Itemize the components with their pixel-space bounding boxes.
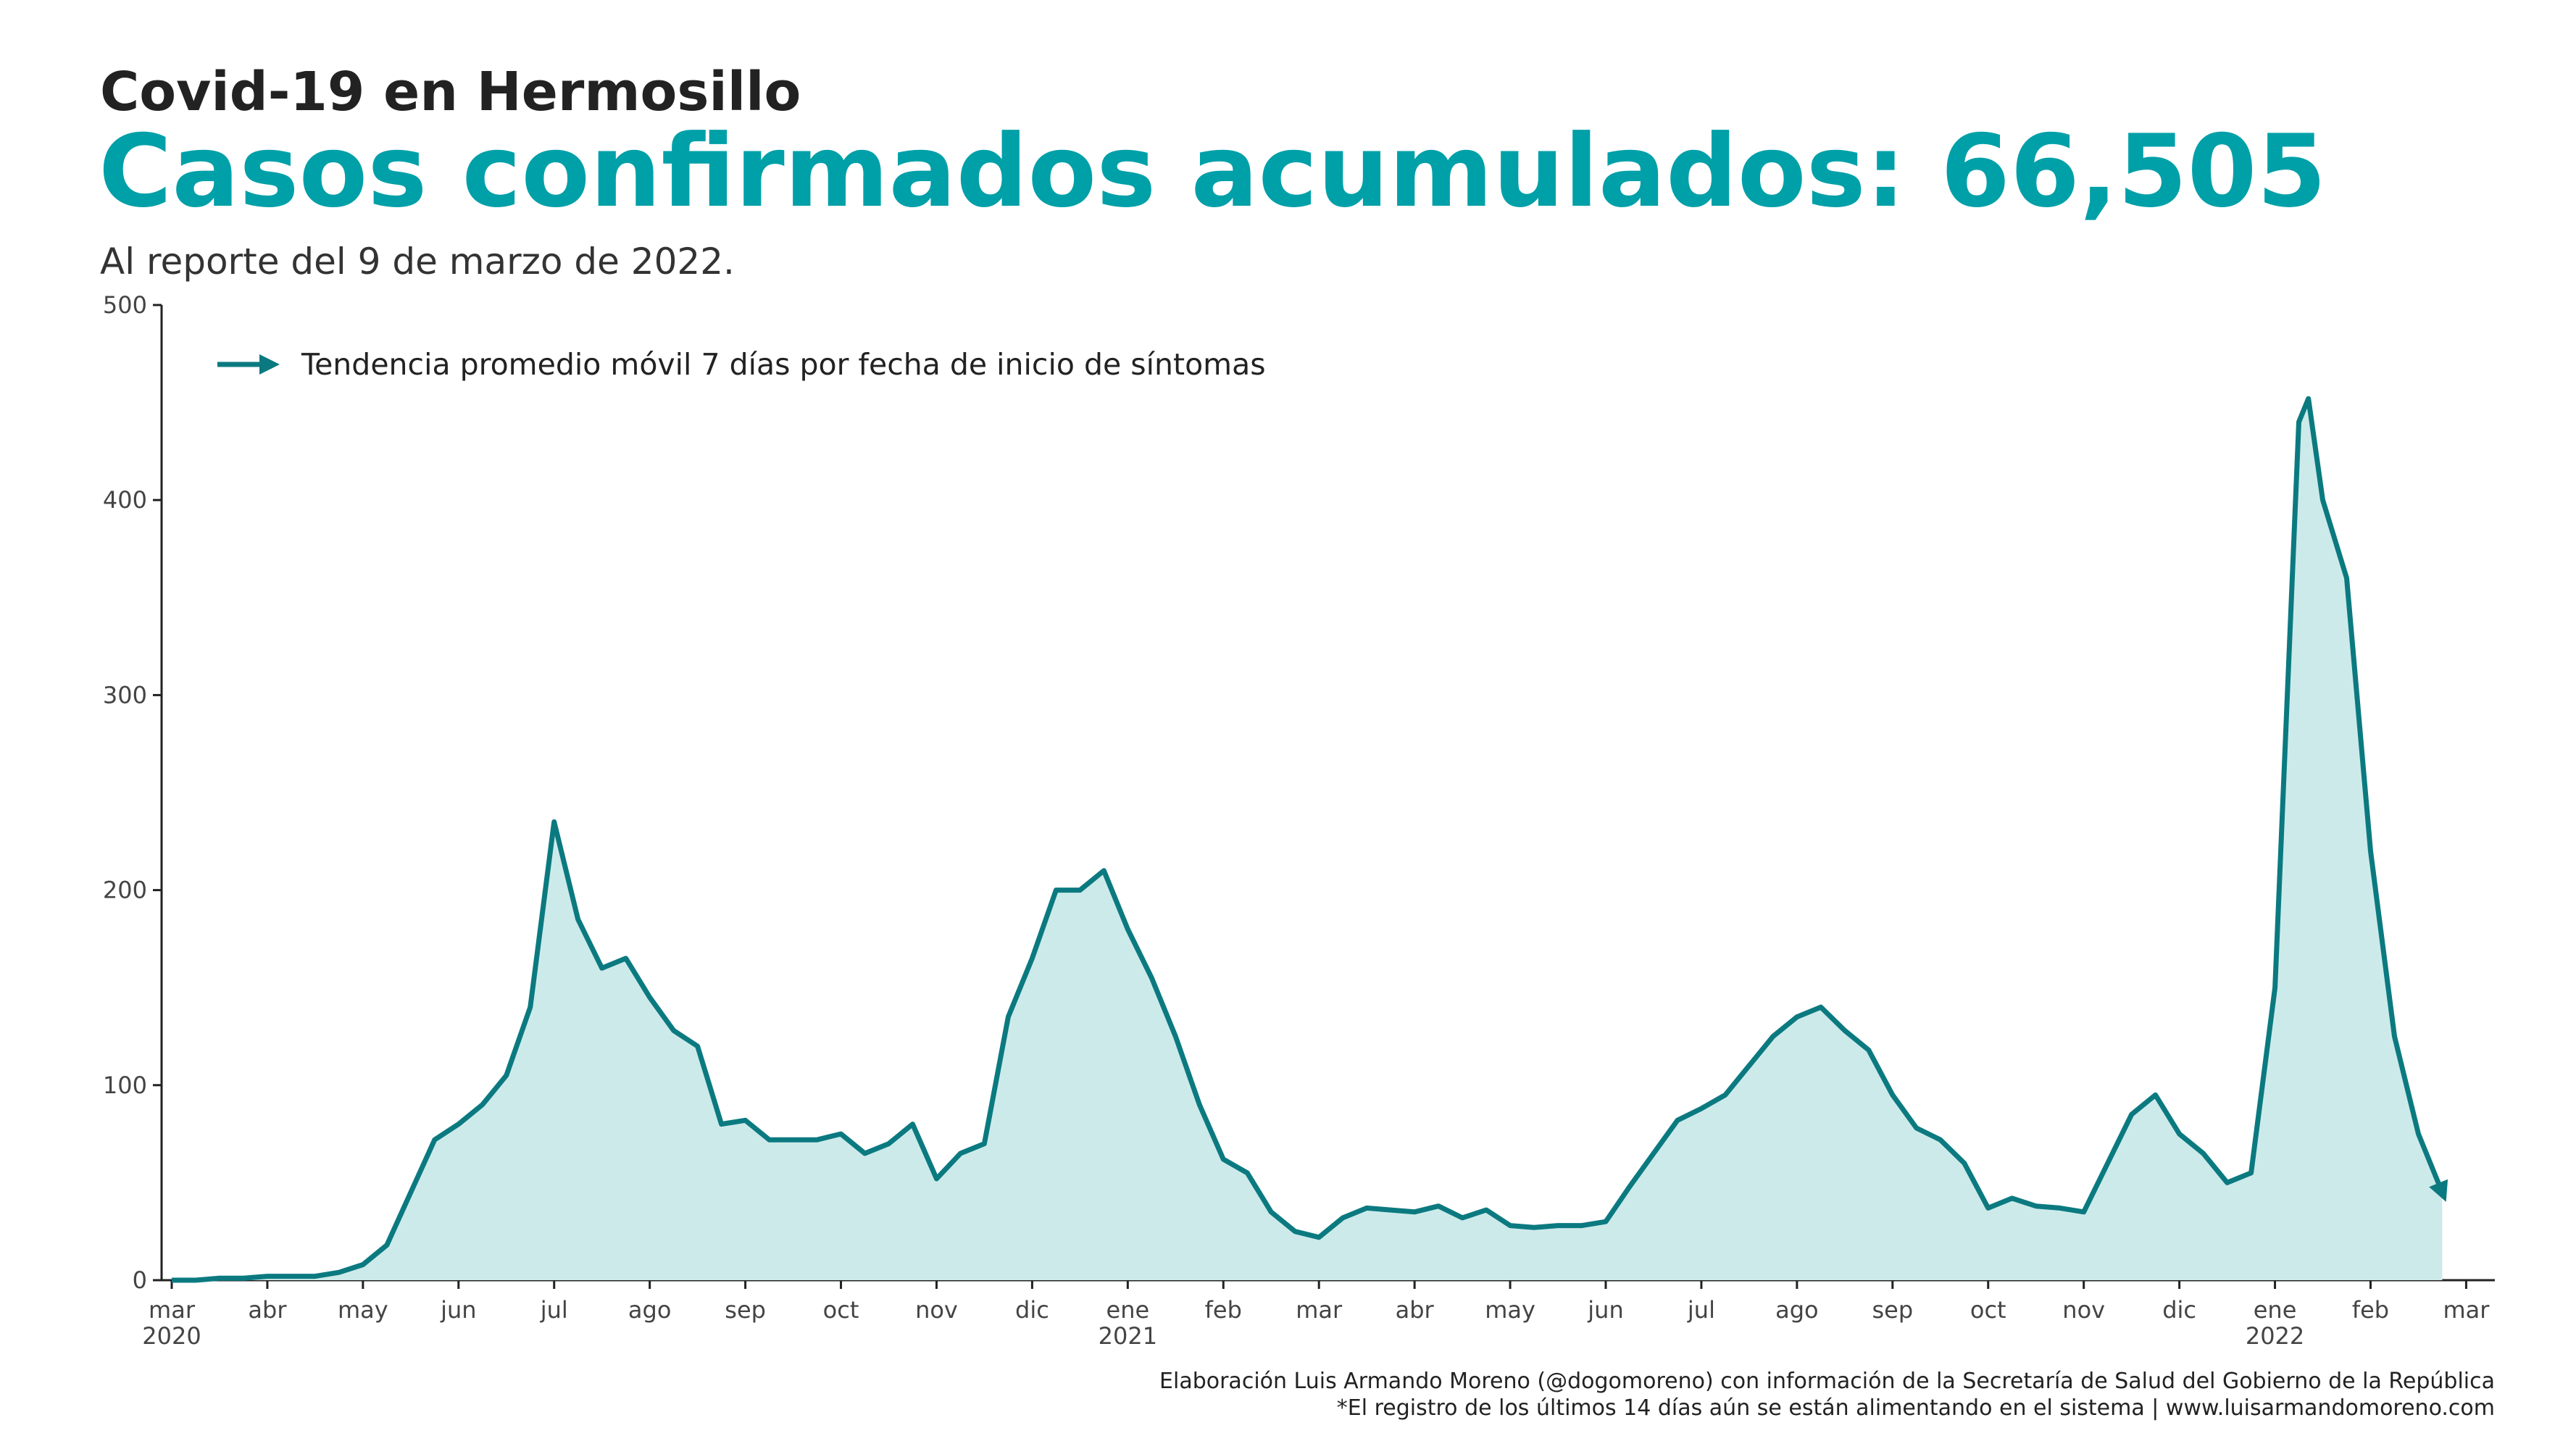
y-tick-label: 100 bbox=[103, 1072, 147, 1099]
x-tick-label: ene bbox=[1106, 1296, 1150, 1324]
x-tick-label: dic bbox=[2162, 1296, 2196, 1324]
y-tick-label: 0 bbox=[133, 1266, 147, 1294]
y-tick-label: 200 bbox=[103, 877, 147, 904]
x-tick-label: sep bbox=[1872, 1296, 1913, 1324]
x-year-label: 2020 bbox=[142, 1322, 201, 1350]
area bbox=[172, 398, 2443, 1281]
caption: Elaboración Luis Armando Moreno (@dogomo… bbox=[1159, 1369, 2495, 1394]
x-tick-label: mar bbox=[2443, 1296, 2490, 1324]
x-tick-label: sep bbox=[725, 1296, 766, 1324]
x-tick-label: ago bbox=[628, 1296, 672, 1324]
x-tick-label: ago bbox=[1775, 1296, 1819, 1324]
x-tick-label: jul bbox=[540, 1296, 568, 1324]
legend-label: Tendencia promedio móvil 7 días por fech… bbox=[301, 347, 1266, 382]
y-tick-label: 500 bbox=[103, 291, 147, 319]
y-tick-label: 400 bbox=[103, 486, 147, 514]
x-tick-label: jun bbox=[1587, 1296, 1623, 1324]
x-tick-label: mar bbox=[149, 1296, 196, 1324]
x-tick-label: feb bbox=[2352, 1296, 2389, 1324]
x-tick-label: may bbox=[1485, 1296, 1535, 1324]
subtitle: Al reporte del 9 de marzo de 2022. bbox=[100, 241, 735, 283]
x-tick-label: feb bbox=[1205, 1296, 1242, 1324]
line bbox=[172, 396, 2448, 1283]
x-tick-label: oct bbox=[1970, 1296, 2006, 1324]
y-tick-label: 300 bbox=[103, 681, 147, 709]
x-tick-label: dic bbox=[1015, 1296, 1049, 1324]
caption: *El registro de los últimos 14 días aún … bbox=[1337, 1395, 2495, 1421]
x-tick-label: ene bbox=[2254, 1296, 2297, 1324]
x-year-label: 2022 bbox=[2246, 1322, 2304, 1350]
x-tick-label: jul bbox=[1687, 1296, 1715, 1324]
x-tick-label: may bbox=[338, 1296, 388, 1324]
x-tick-label: nov bbox=[915, 1296, 958, 1324]
x-tick-label: abr bbox=[1396, 1296, 1435, 1324]
x-tick-label: nov bbox=[2062, 1296, 2105, 1324]
chart-title: Casos confirmados acumulados: 66,505 bbox=[99, 113, 2327, 230]
x-tick-label: jun bbox=[440, 1296, 476, 1324]
heading: Covid-19 en Hermosillo bbox=[100, 61, 801, 123]
x-tick-label: oct bbox=[823, 1296, 859, 1324]
x-tick-label: abr bbox=[248, 1296, 287, 1324]
x-tick-label: mar bbox=[1296, 1296, 1343, 1324]
x-year-label: 2021 bbox=[1099, 1322, 1157, 1350]
